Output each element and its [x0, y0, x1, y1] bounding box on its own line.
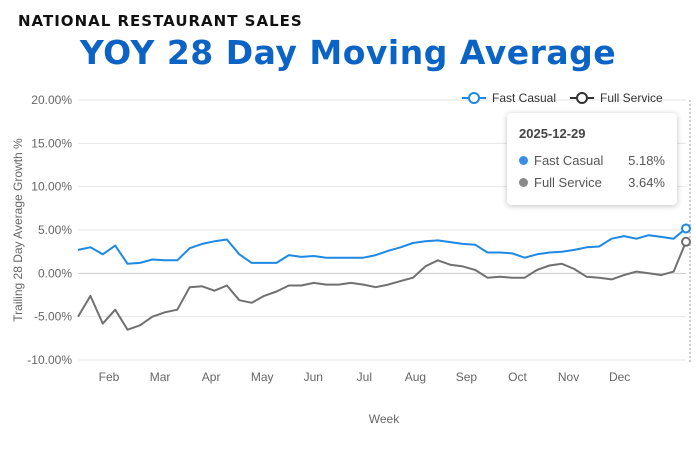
x-tick-label: Nov [558, 370, 579, 384]
y-tick-label: 15.00% [31, 136, 72, 150]
legend-item-full-service[interactable]: Full Service [570, 91, 663, 105]
x-tick-label: Oct [508, 370, 527, 384]
x-tick-label: May [251, 370, 274, 384]
x-axis-ticks: Feb Mar Apr May Jun Jul Aug Sep Oct Nov Dec [99, 370, 631, 384]
x-tick-label: Jul [357, 370, 372, 384]
tooltip-series-name: Fast Casual [534, 152, 604, 168]
x-tick-label: Mar [150, 370, 171, 384]
x-tick-label: Jun [304, 370, 323, 384]
y-axis-title: Trailing 28 Day Average Growth % [11, 138, 25, 322]
chart-title: YOY 28 Day Moving Average [79, 33, 617, 72]
tooltip-series-name: Full Service [534, 174, 602, 190]
tooltip-series-value: 5.18% [628, 152, 665, 168]
y-tick-label: -10.00% [27, 353, 72, 367]
y-tick-label: 20.00% [31, 93, 72, 107]
x-tick-label: Apr [202, 370, 221, 384]
y-tick-label: 10.00% [31, 180, 72, 194]
legend-item-fast-casual[interactable]: Fast Casual [462, 91, 556, 105]
y-tick-label: -5.00% [34, 310, 72, 324]
tooltip-row-fast-casual: Fast Casual 5.18% [519, 149, 665, 171]
series-line-fast-casual[interactable] [77, 227, 687, 265]
tooltip-row-full-service: Full Service 3.64% [519, 171, 665, 193]
x-tick-label: Aug [405, 370, 426, 384]
data-tooltip: 2025-12-29 Fast Casual 5.18% Full Servic… [507, 113, 677, 205]
y-tick-label: 0.00% [38, 266, 72, 280]
x-tick-label: Dec [609, 370, 630, 384]
tooltip-series-value: 3.64% [628, 174, 665, 190]
tooltip-date: 2025-12-29 [519, 126, 586, 141]
full-service-dot-icon [519, 177, 528, 187]
x-tick-label: Sep [456, 370, 478, 384]
fast-casual-dot-icon [519, 155, 528, 165]
series-line-full-service[interactable] [77, 241, 687, 331]
x-axis-title: Week [369, 412, 400, 426]
y-tick-label: 5.00% [38, 223, 72, 237]
legend-label-fast-casual: Fast Casual [492, 91, 556, 105]
highlighted-point[interactable] [681, 223, 691, 234]
y-axis-ticks: 20.00% 15.00% 10.00% 5.00% 0.00% -5.00% -10.00… [27, 93, 72, 367]
chart-eyebrow: NATIONAL RESTAURANT SALES [18, 12, 303, 30]
legend-label-full-service: Full Service [600, 91, 663, 105]
legend: Fast Casual Full Service [462, 91, 663, 105]
highlighted-point[interactable] [681, 236, 691, 247]
x-tick-label: Feb [99, 370, 120, 384]
series-lines [77, 223, 691, 331]
